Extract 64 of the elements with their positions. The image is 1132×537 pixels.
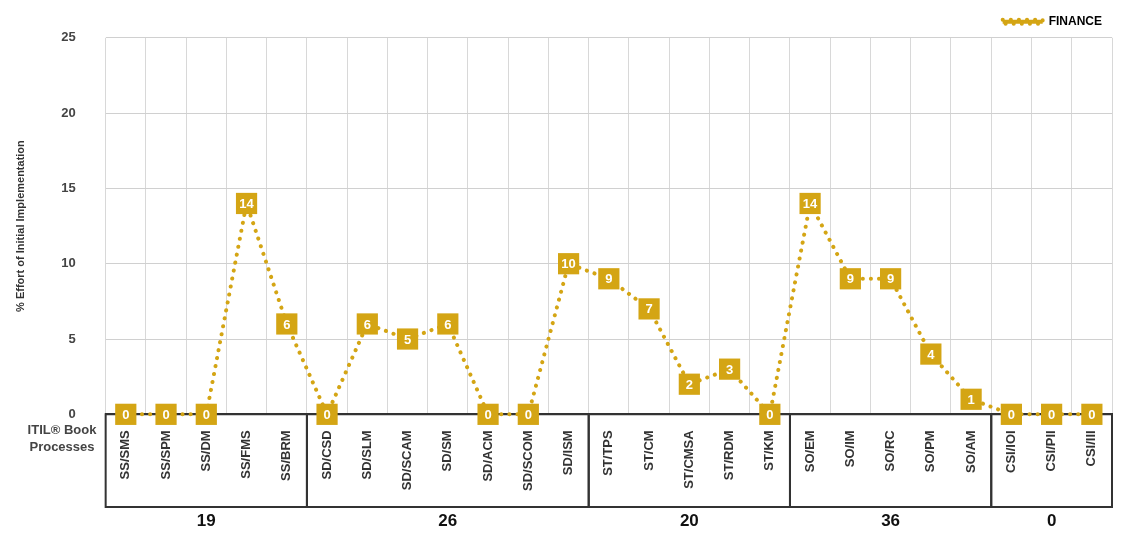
text: 20	[679, 511, 699, 531]
x-tick-label: SD/SCOM	[519, 430, 535, 491]
x-tick-label: ST/KM	[761, 430, 777, 471]
text: 19	[196, 511, 216, 531]
data-label: 0	[202, 406, 210, 422]
data-label: 6	[444, 316, 452, 332]
x-tick-label: SS/BRM	[278, 430, 294, 481]
x-tick-label: SD/SM	[439, 430, 455, 472]
x-tick-label: SS/SMS	[117, 430, 133, 480]
x-tick-label: SO/PM	[922, 430, 938, 473]
x-axis-title: ITIL® Book Processes	[27, 422, 98, 455]
data-label: 0	[524, 406, 532, 422]
data-label: 9	[886, 271, 895, 287]
x-tick-label: SD/SCAM	[399, 430, 415, 491]
data-label: 4	[927, 346, 936, 362]
x-tick-label: ST/CM	[640, 430, 656, 471]
data-label: 3	[725, 361, 734, 377]
data-label: 10	[561, 256, 576, 272]
legend-label: FINANCE	[1048, 14, 1103, 29]
data-label: 0	[484, 406, 492, 422]
data-label: 0	[766, 406, 774, 422]
data-label: 0	[122, 406, 130, 422]
data-label: 7	[645, 301, 653, 317]
data-label: 1	[967, 391, 975, 407]
x-tick-label: SD/ISM	[560, 430, 576, 476]
x-tick-label: SD/SLM	[358, 430, 374, 480]
text: 0	[1046, 511, 1057, 531]
x-tick-label: ST/RDM	[721, 430, 737, 481]
data-label: 0	[1007, 406, 1015, 422]
x-tick-label: CSI/IOI	[1002, 430, 1018, 473]
data-label: 9	[605, 271, 613, 287]
y-tick-label: 5	[68, 330, 76, 346]
x-tick-label: SS/SPM	[157, 430, 173, 480]
y-tick-label: 10	[61, 255, 76, 271]
data-label: 14	[802, 196, 819, 212]
data-label: 0	[1048, 406, 1056, 422]
data-label: 0	[1088, 406, 1096, 422]
data-label: 14	[239, 196, 255, 212]
x-tick-label: ST/CMSA	[680, 429, 696, 489]
data-label: 2	[685, 376, 693, 392]
data-label: 6	[363, 316, 371, 332]
y-tick-label: 20	[61, 104, 76, 120]
y-tick-label: 0	[68, 405, 76, 421]
y-tick-label: 25	[61, 29, 76, 45]
x-tick-label: SO/RC	[882, 429, 898, 472]
y-axis-title: % Effort of Initial Implementation	[13, 139, 26, 312]
x-tick-label: ST/TPS	[600, 430, 616, 476]
x-tick-label: SS/DM	[197, 430, 213, 472]
x-tick-label: SD/CSD	[318, 430, 334, 480]
x-tick-label: SO/AM	[962, 430, 978, 473]
x-tick-label: SS/FMS	[238, 430, 254, 479]
x-tick-label: CSI/III	[1083, 430, 1099, 467]
data-label: 6	[283, 316, 291, 332]
data-label: 5	[403, 331, 412, 347]
text: 36	[881, 511, 901, 531]
text: 26	[438, 511, 458, 531]
data-label: 9	[846, 271, 854, 287]
x-tick-label: SO/IM	[841, 430, 857, 468]
x-tick-label: SD/ACM	[479, 430, 495, 482]
y-tick-label: 15	[61, 179, 76, 195]
data-label: 0	[323, 406, 331, 422]
x-tick-label: CSI/PII	[1043, 430, 1059, 472]
data-label: 0	[162, 406, 170, 422]
x-tick-label: SO/EM	[801, 430, 817, 473]
